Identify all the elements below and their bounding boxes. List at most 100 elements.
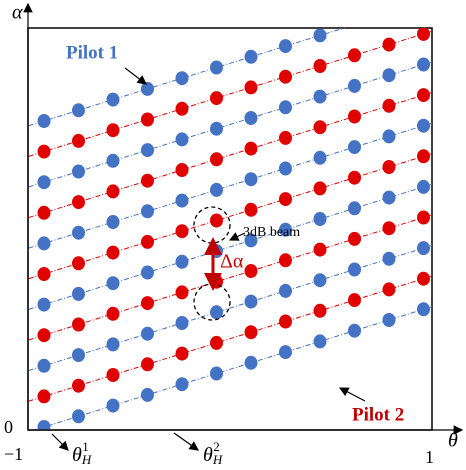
beam-dot xyxy=(244,80,258,95)
beam-dot xyxy=(382,190,396,205)
beam-dot xyxy=(348,78,361,93)
beam-dot xyxy=(37,328,51,343)
beam-dot xyxy=(417,149,430,164)
beam-dot xyxy=(37,205,51,220)
beam-dot xyxy=(210,121,223,136)
beam-dot xyxy=(313,273,327,288)
y-axis-label: α xyxy=(12,2,23,24)
beam-dot xyxy=(348,201,361,216)
x-max-label: 1 xyxy=(425,447,434,467)
beam-row-line xyxy=(28,275,432,402)
beam-dot xyxy=(175,316,189,330)
beam-dot xyxy=(348,231,361,246)
beam-row-line xyxy=(28,61,432,188)
beam-dot xyxy=(244,49,258,64)
beam-dot xyxy=(348,109,361,124)
beam-dot xyxy=(382,221,396,236)
beam-dot xyxy=(348,48,361,63)
beam-dot xyxy=(313,59,327,73)
beam-dot xyxy=(72,317,85,332)
beam-dot xyxy=(244,294,258,309)
beam-dot xyxy=(37,358,51,373)
beam-dot xyxy=(313,212,327,226)
beam-dot xyxy=(244,141,258,156)
beam-dot xyxy=(279,161,292,176)
beam-dot xyxy=(106,153,120,168)
pilot2-arrow xyxy=(338,387,366,402)
delta-label: Δα xyxy=(220,251,244,273)
beam-dot xyxy=(106,215,120,229)
beam-dot xyxy=(175,132,189,147)
beam-dot xyxy=(279,314,292,329)
beam-dot xyxy=(348,140,361,155)
beam-dot xyxy=(106,184,120,199)
theta-h2: θH2 xyxy=(203,439,223,467)
beam-dot xyxy=(417,28,430,41)
beam-dot xyxy=(37,144,51,159)
beam-dot xyxy=(244,111,258,125)
theta-h2-arrow xyxy=(173,432,199,451)
beam-dot xyxy=(72,409,85,424)
beam-dot xyxy=(382,282,396,297)
x-axis-label: θ xyxy=(448,430,458,452)
beam-dot xyxy=(106,92,120,107)
beam-dot xyxy=(106,245,120,260)
beam-dot xyxy=(141,112,154,127)
beam-dot xyxy=(279,345,292,360)
beam-dot xyxy=(313,242,327,257)
beam-dot xyxy=(279,192,292,207)
beam-dot xyxy=(382,251,396,266)
pilot1-label: Pilot 1 xyxy=(66,42,118,63)
beam-dot xyxy=(313,181,327,196)
beam-dot xyxy=(175,346,189,361)
beam-dot xyxy=(37,297,51,312)
beam-dot xyxy=(313,150,327,165)
beam-row-line xyxy=(28,122,432,249)
beam-dot xyxy=(37,175,51,190)
pilot1-arrow xyxy=(124,67,147,85)
beam-dot xyxy=(210,213,223,228)
beam-dot xyxy=(417,179,430,194)
beam-dot xyxy=(175,254,189,269)
beam-dot xyxy=(106,368,120,382)
beam-dot xyxy=(382,37,396,52)
beam-dot xyxy=(313,28,327,43)
beam-dot xyxy=(279,222,292,237)
beam-dot xyxy=(417,210,430,225)
beam-row-line xyxy=(28,28,346,127)
beam-dot xyxy=(175,285,189,300)
beam-dot xyxy=(106,276,120,291)
beam-dot xyxy=(313,303,327,318)
beam-dot xyxy=(72,103,85,118)
beam-dot xyxy=(279,283,292,298)
beam-dot xyxy=(106,123,120,138)
beam-dot xyxy=(175,224,189,239)
beam-dot xyxy=(106,306,120,321)
beam-dot xyxy=(37,389,51,404)
beam-dot xyxy=(244,202,258,217)
beam-dot xyxy=(382,160,396,174)
beam-dot xyxy=(141,173,154,188)
beam-dot xyxy=(141,143,154,158)
beam-dot xyxy=(210,335,223,350)
beam-dot xyxy=(141,326,154,341)
beam-dot xyxy=(37,420,51,430)
beam-dot xyxy=(37,267,51,281)
beam-dot xyxy=(141,387,154,402)
beam-dot xyxy=(141,81,154,96)
beam-dot xyxy=(382,98,396,113)
beam-dot xyxy=(348,323,361,338)
beam-dot xyxy=(72,133,85,148)
beam-dot xyxy=(72,256,85,271)
pilot2-label: Pilot 2 xyxy=(352,404,404,425)
beam-dot xyxy=(244,233,258,248)
beam-dot xyxy=(175,71,189,86)
beam-arrow xyxy=(228,232,246,241)
beam-dot xyxy=(244,325,258,340)
beam-dot xyxy=(279,69,292,84)
beam-dot xyxy=(141,357,154,372)
beam-dot xyxy=(72,164,85,179)
beam-dot xyxy=(72,286,85,301)
beam-row-line xyxy=(28,214,432,341)
